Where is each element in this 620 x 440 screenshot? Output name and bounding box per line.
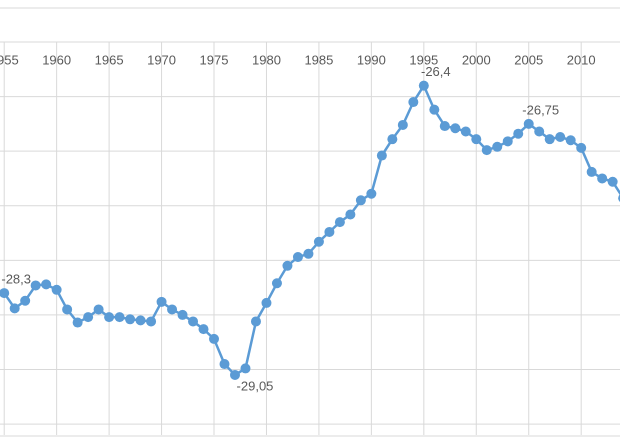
data-point (72, 317, 83, 328)
x-tick-label: 1990 (357, 52, 386, 67)
data-point (209, 333, 220, 344)
data-point (460, 126, 471, 137)
data-label: -29,05 (237, 378, 274, 393)
data-point (523, 118, 534, 129)
data-point (565, 135, 576, 146)
data-point (597, 173, 608, 184)
data-point (135, 315, 146, 326)
data-point (292, 252, 303, 263)
chart-frame (0, 7, 620, 437)
data-point (555, 131, 566, 142)
data-point (51, 284, 62, 295)
data-point (20, 295, 31, 306)
x-tick-label: 1955 (0, 52, 19, 67)
data-label: -26,75 (522, 102, 559, 117)
data-point (397, 119, 408, 130)
data-point (188, 316, 199, 327)
data-point (167, 304, 178, 315)
data-point (313, 236, 324, 247)
data-point (104, 312, 115, 323)
x-tick-label: 1985 (304, 52, 333, 67)
data-point (334, 217, 345, 228)
data-point (156, 296, 167, 307)
data-point (439, 121, 450, 132)
data-point (544, 134, 555, 145)
data-point (324, 226, 335, 237)
data-point (219, 359, 230, 370)
data-point (250, 316, 261, 327)
x-tick-label: 1975 (200, 52, 229, 67)
data-point (83, 312, 94, 323)
data-point (198, 324, 209, 335)
data-point (0, 288, 10, 299)
data-point (387, 134, 398, 145)
data-point (62, 304, 73, 315)
data-point (513, 128, 524, 139)
data-point (282, 260, 293, 271)
data-point (450, 123, 461, 134)
data-point (114, 312, 125, 323)
data-point (93, 304, 104, 315)
x-tick-label: 1995 (409, 52, 438, 67)
x-tick-label: 2010 (567, 52, 596, 67)
data-point (30, 280, 41, 291)
data-point (502, 136, 513, 147)
x-tick-label: 1970 (147, 52, 176, 67)
data-point (376, 150, 387, 161)
x-tick-label: 1980 (252, 52, 281, 67)
data-point (303, 248, 314, 259)
data-point (345, 209, 356, 220)
data-point (418, 80, 429, 91)
data-point (240, 363, 251, 374)
data-point (125, 314, 136, 325)
data-point (481, 145, 492, 156)
data-point (229, 369, 240, 380)
data-label: -28,3 (1, 272, 31, 287)
data-point (471, 134, 482, 145)
data-point (146, 316, 157, 327)
data-point (366, 188, 377, 199)
data-point (271, 278, 282, 289)
data-point (261, 297, 272, 308)
data-point (355, 195, 366, 206)
data-point (177, 309, 188, 320)
data-point (408, 97, 419, 108)
x-tick-label: 2000 (462, 52, 491, 67)
data-label: -26,4 (421, 64, 451, 79)
data-point (576, 142, 587, 153)
data-point (534, 126, 545, 137)
data-point (586, 166, 597, 177)
data-point (429, 104, 440, 115)
x-tick-label: 1960 (42, 52, 71, 67)
x-tick-label: 1965 (95, 52, 124, 67)
data-point (9, 303, 20, 314)
data-point (607, 176, 618, 187)
series-line (3, 83, 620, 377)
data-point (41, 279, 52, 290)
data-point (492, 141, 503, 152)
x-tick-label: 2005 (514, 52, 543, 67)
